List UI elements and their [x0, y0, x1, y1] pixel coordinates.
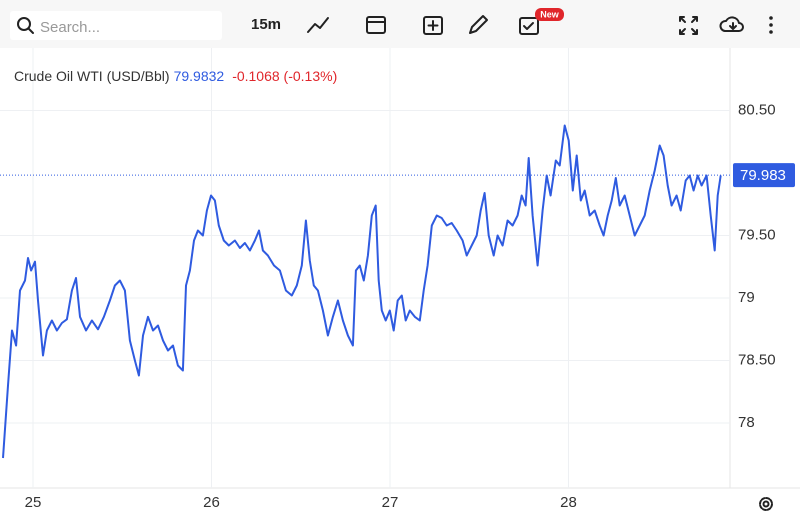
search-placeholder[interactable]: Search... [40, 19, 100, 36]
events-icon[interactable] [519, 17, 539, 35]
menu-icon [769, 23, 773, 27]
y-tick-label: 78.50 [738, 351, 776, 368]
x-tick-label: 28 [560, 494, 577, 511]
add-icon [427, 20, 439, 31]
last-price-label: 79.983 [740, 167, 786, 184]
download-icon [729, 22, 737, 30]
menu-icon [769, 30, 773, 34]
indicator-icon[interactable] [307, 17, 329, 33]
y-tick-label: 78 [738, 414, 755, 431]
last-price-box [733, 163, 795, 188]
y-tick-label: 80.50 [738, 101, 776, 118]
search-box[interactable] [10, 11, 222, 40]
new-badge [535, 8, 564, 21]
draw-icon[interactable] [469, 15, 488, 34]
y-tick-label: 79.50 [738, 226, 776, 243]
search-icon [17, 17, 31, 31]
settings-icon[interactable] [759, 497, 773, 511]
price-line [2, 124, 722, 459]
search-icon [27, 27, 34, 34]
change: -0.1068 (-0.13%) [232, 68, 337, 84]
add-icon[interactable] [423, 16, 443, 35]
fullscreen-icon[interactable] [679, 16, 698, 35]
legend-name: Crude Oil WTI (USD/Bbl) [14, 68, 170, 84]
legend: Crude Oil WTI (USD/Bbl) 79.9832 -0.1068 (-… [14, 68, 337, 84]
menu-icon[interactable] [769, 16, 773, 20]
new-badge-text: New [540, 9, 560, 19]
x-tick-label: 25 [25, 494, 42, 511]
y-tick-label: 79 [738, 289, 755, 306]
x-tick-label: 26 [203, 494, 220, 511]
calendar-icon[interactable] [366, 16, 386, 34]
download-icon[interactable] [719, 16, 744, 32]
last-value: 79.9832 [174, 68, 225, 84]
x-tick-label: 27 [382, 494, 399, 511]
events-icon [523, 22, 534, 30]
interval-button[interactable]: 15m [251, 16, 281, 33]
